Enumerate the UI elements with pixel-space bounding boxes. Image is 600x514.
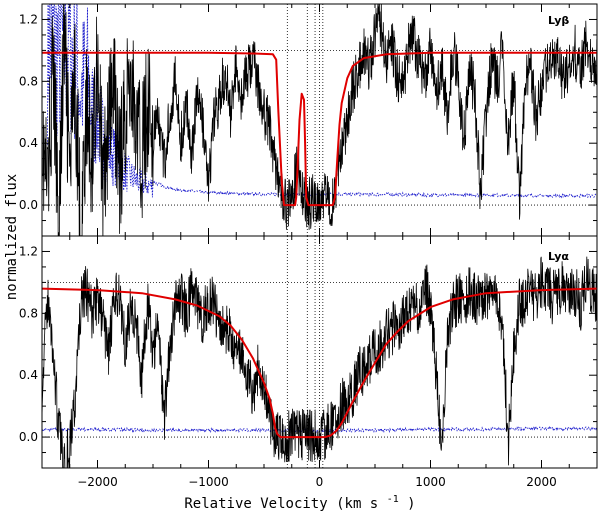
lya-y-tick-label: 0.4: [19, 368, 38, 382]
lyb-flux-spectrum: [42, 4, 597, 236]
x-tick-label: 0: [316, 475, 324, 489]
x-tick-label: 2000: [526, 475, 557, 489]
lyb-panel: 0.0 0.4 0.8 1.2: [19, 3, 598, 237]
lyb-panel-label: Lyβ: [548, 14, 569, 27]
x-tick-label: −2000: [77, 475, 118, 489]
lyb-y-tick-label: 1.2: [19, 12, 38, 26]
y-axis-title: normalized flux: [4, 174, 20, 300]
lya-flux-spectrum: [42, 256, 597, 468]
lyb-y-tick-label: 0.4: [19, 136, 38, 150]
lyb-model-fit: [42, 51, 597, 207]
x-axis-title-close: ): [407, 496, 415, 512]
lya-y-tick-label: 1.2: [19, 244, 38, 258]
lya-y-tick-label: 0.8: [19, 306, 38, 320]
lyb-y-tick-label: 0.0: [19, 198, 38, 212]
lya-y-tick-label: 0.0: [19, 430, 38, 444]
lya-plot-area: [42, 236, 597, 468]
x-axis-title-main: Relative Velocity (km s: [184, 496, 378, 512]
lyb-error-spectrum: [47, 4, 597, 199]
lya-panel-label: Lyα: [548, 250, 569, 263]
x-tick-label: 1000: [415, 475, 446, 489]
lyb-plot-area: [42, 4, 597, 236]
x-tick-label: −1000: [188, 475, 229, 489]
x-axis-title: Relative Velocity (km s -1 ): [184, 490, 415, 512]
lya-model-fit: [42, 287, 597, 439]
lya-panel: 0.0 0.4 0.8 1.2: [19, 235, 598, 469]
lyb-y-tick-label: 0.8: [19, 74, 38, 88]
x-axis-title-exponent: -1: [387, 494, 399, 505]
